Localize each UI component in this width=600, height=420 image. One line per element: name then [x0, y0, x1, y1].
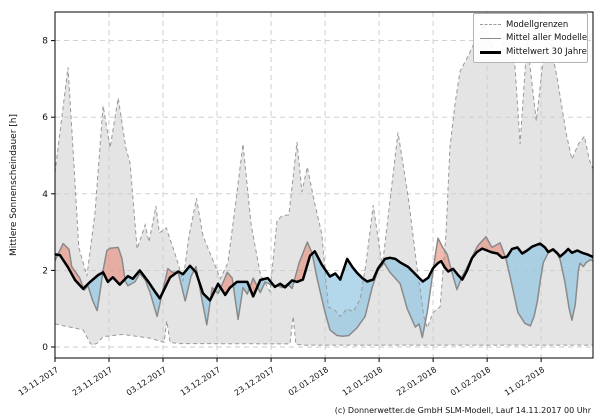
y-tick-label: 8 [42, 37, 48, 47]
x-tick-label: 01.02.2018 [449, 365, 492, 397]
y-tick-label: 0 [42, 343, 48, 353]
x-tick-label: 23.11.2017 [71, 365, 114, 397]
band-edge-min-line [55, 316, 593, 346]
x-tick-label: 12.01.2018 [341, 365, 384, 397]
legend-label: Modellgrenzen [506, 19, 569, 30]
plot-frame [54, 11, 594, 359]
plot-area [55, 12, 593, 358]
model-mean-line [55, 235, 593, 339]
dashed-line-icon [480, 24, 501, 26]
gray-line-icon [480, 37, 501, 39]
x-tick-label: 02.01.2018 [287, 365, 330, 397]
x-tick-label: 23.12.2017 [233, 365, 276, 397]
x-tick-label: 11.02.2018 [503, 365, 546, 397]
y-tick-label: 2 [42, 266, 48, 276]
x-tick-label: 13.12.2017 [179, 365, 222, 397]
legend-item-modellgrenzen: Modellgrenzen [480, 18, 582, 31]
x-tick-label: 22.01.2018 [395, 365, 438, 397]
y-tick-label: 6 [42, 113, 48, 123]
black-line-icon [480, 50, 501, 54]
legend-item-mittel-aller-modelle: Mittel aller Modelle [480, 32, 587, 45]
model-band-fill [55, 21, 593, 346]
y-axis-label: Mittlere Sonnenscheindauer [h] [9, 114, 19, 256]
y-tick-label: 4 [42, 190, 48, 200]
legend-item-mittelwert-30-jahre: Mittelwert 30 Jahre [480, 46, 587, 59]
legend-label: Mittelwert 30 Jahre [506, 47, 587, 58]
legend: Modellgrenzen Mittel aller Modelle Mitte… [473, 13, 588, 63]
legend-label: Mittel aller Modelle [506, 33, 588, 44]
copyright-caption: (c) Donnerwetter.de GmbH SLM-Modell, Lau… [334, 406, 591, 415]
x-tick-label: 03.12.2017 [125, 365, 168, 397]
mean-30y-line [55, 242, 593, 302]
x-tick-label: 13.11.2017 [17, 365, 60, 397]
